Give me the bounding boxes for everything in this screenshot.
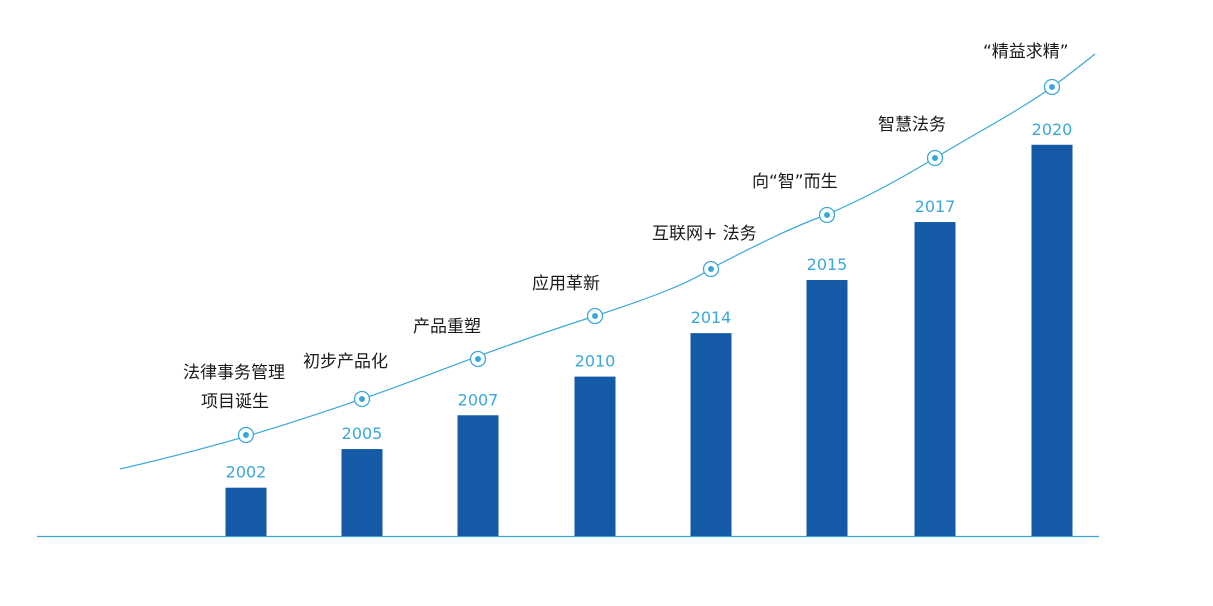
milestone-label-2005: 初步产品化 (303, 352, 388, 372)
marker-dot (592, 313, 598, 319)
bar-2005 (341, 449, 383, 536)
marker-dot (243, 432, 249, 438)
milestone-label-2007: 产品重塑 (413, 317, 481, 337)
year-label-2017: 2017 (915, 197, 956, 216)
timeline-marker-2015 (818, 206, 836, 224)
timeline-markers-group (237, 78, 1061, 444)
bar-2015 (806, 280, 848, 536)
milestone-label-2002-line-2: 项目诞生 (201, 392, 269, 412)
timeline-marker-2007 (469, 350, 487, 368)
milestone-label-2010: 应用革新 (532, 274, 600, 294)
marker-dot (824, 212, 830, 218)
milestone-label-2002-line-1: 法律事务管理 (183, 363, 285, 383)
marker-dot (359, 396, 365, 402)
bar-2007 (457, 415, 499, 536)
timeline-marker-2005 (353, 390, 371, 408)
milestone-label-2017: 智慧法务 (878, 115, 946, 135)
marker-dot (932, 155, 938, 161)
marker-dot (475, 356, 481, 362)
bar-2017 (914, 222, 956, 537)
timeline-marker-2017 (926, 149, 944, 167)
marker-dot (708, 266, 714, 272)
year-label-2014: 2014 (691, 308, 732, 327)
timeline-marker-2010 (586, 307, 604, 325)
marker-dot (1049, 84, 1055, 90)
year-label-2002: 2002 (226, 463, 267, 482)
timeline-marker-2014 (702, 260, 720, 278)
bar-2010 (574, 376, 616, 536)
bar-2002 (225, 487, 267, 536)
year-label-2007: 2007 (458, 390, 499, 409)
bars-group (225, 144, 1073, 537)
milestone-label-2014: 互联网+ 法务 (652, 224, 757, 244)
bar-2014 (690, 333, 732, 536)
timeline-marker-2020 (1043, 78, 1061, 96)
year-label-2010: 2010 (575, 352, 616, 371)
year-label-2015: 2015 (807, 255, 848, 274)
timeline-marker-2002 (237, 426, 255, 444)
milestone-label-2020: “精益求精” (983, 42, 1069, 62)
milestone-label-2015: 向“智”而生 (752, 172, 838, 192)
year-labels-group: 2002 2005 2007 2010 2014 2015 2017 2020 (226, 120, 1073, 482)
year-label-2020: 2020 (1032, 120, 1073, 139)
year-label-2005: 2005 (342, 424, 383, 443)
bar-2020 (1031, 144, 1073, 536)
